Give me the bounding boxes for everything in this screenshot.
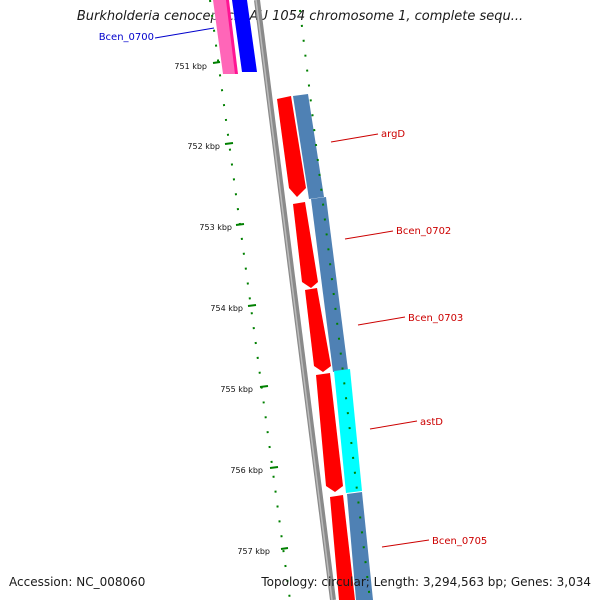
- kbp-scale: 751 kbp 752 kbp 753 kbp 754 kbp 755 kbp …: [174, 61, 289, 556]
- gene-leaders: [154, 27, 430, 548]
- gene-label-bcen-0700[interactable]: Bcen_0700: [99, 32, 154, 43]
- gene-label-argd[interactable]: argD: [381, 129, 405, 140]
- kbp-label: 757 kbp: [237, 547, 270, 556]
- gene-label-bcen-0703[interactable]: Bcen_0703: [408, 313, 463, 324]
- cds-blue-segment: [232, 0, 257, 72]
- gene-label-bcen-0702[interactable]: Bcen_0702: [396, 226, 451, 237]
- kbp-label: 756 kbp: [230, 466, 263, 475]
- kbp-label: 755 kbp: [220, 385, 253, 394]
- outer-tick-track: [299, 9, 371, 600]
- feature-track: [293, 94, 373, 600]
- genome-backbone: [254, 0, 336, 600]
- kbp-label: 754 kbp: [210, 304, 243, 313]
- red-cds-track: [277, 96, 355, 600]
- accession-text: Accession: NC_008060: [9, 575, 146, 589]
- gene-label-bcen-0705[interactable]: Bcen_0705: [432, 536, 487, 547]
- cds-magenta-segment: [213, 0, 238, 74]
- topology-text: Topology: circular; Length: 3,294,563 bp…: [261, 575, 591, 589]
- kbp-label: 752 kbp: [187, 142, 220, 151]
- gene-label-astd[interactable]: astD: [420, 417, 443, 428]
- inner-tick-track: [209, 0, 291, 600]
- map-title: Burkholderia cenocepacia AU 1054 chromos…: [76, 9, 524, 24]
- kbp-label: 753 kbp: [199, 223, 232, 232]
- kbp-label: 751 kbp: [174, 62, 207, 71]
